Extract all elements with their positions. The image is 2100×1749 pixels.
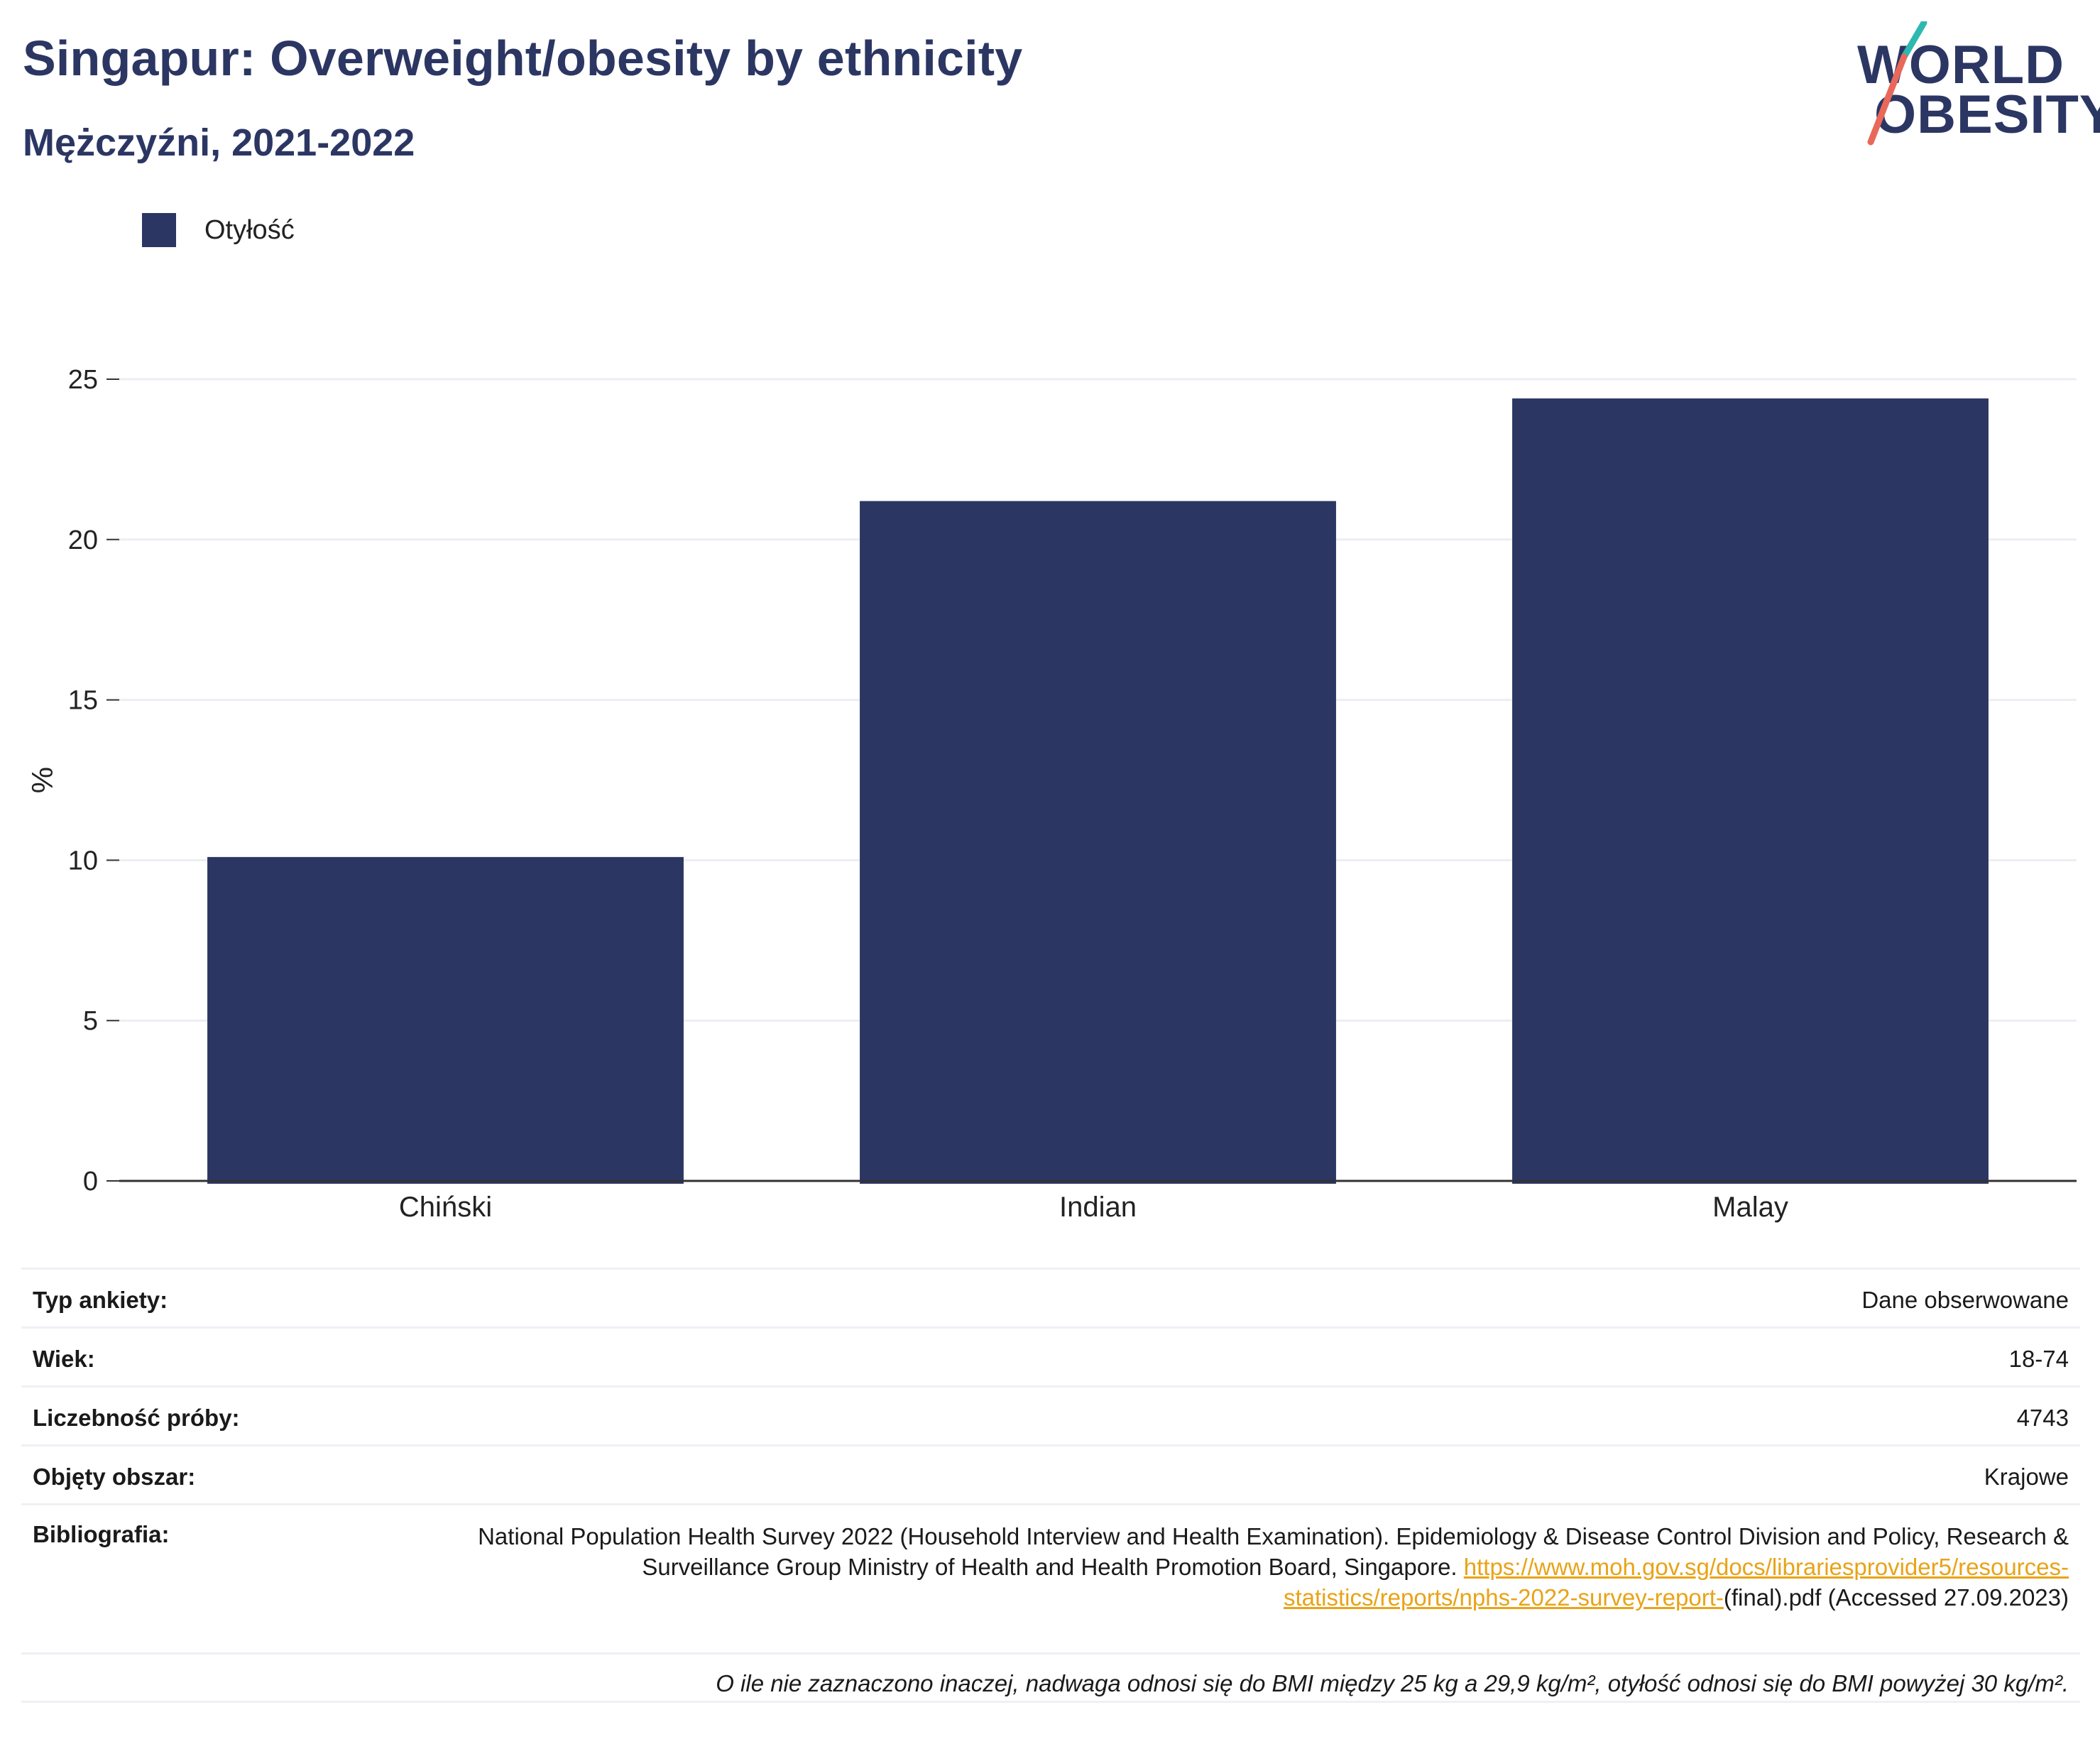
bar-malay[interactable] bbox=[1512, 398, 1989, 1184]
chart-title: Singapur: Overweight/obesity by ethnicit… bbox=[23, 31, 1023, 86]
bibliography-value: National Population Health Survey 2022 (… bbox=[436, 1521, 2069, 1613]
survey-type-label: Typ ankiety: bbox=[33, 1287, 168, 1313]
y-axis-title: % bbox=[26, 767, 59, 793]
bibliography-link[interactable]: https://www.moh.gov.sg/docs/librariespro… bbox=[1283, 1554, 2069, 1611]
logo-word-obesity: OBESITY bbox=[1874, 85, 2100, 145]
legend-label: Otyłość bbox=[204, 214, 295, 245]
age-label: Wiek: bbox=[33, 1346, 95, 1372]
y-tick-label: 25 bbox=[68, 365, 98, 395]
x-tick-label: Chiński bbox=[399, 1192, 492, 1223]
age-value: 18-74 bbox=[2008, 1346, 2069, 1372]
area-label: Objęty obszar: bbox=[33, 1464, 196, 1490]
info-row-age: Wiek: 18-74 bbox=[21, 1329, 2080, 1388]
bar-indian[interactable] bbox=[860, 501, 1336, 1184]
info-row-area: Objęty obszar: Krajowe bbox=[21, 1446, 2080, 1505]
legend[interactable]: Otyłość bbox=[142, 213, 295, 247]
bar-chiński[interactable] bbox=[207, 856, 684, 1184]
info-row-note: O ile nie zaznaczono inaczej, nadwaga od… bbox=[21, 1655, 2080, 1703]
info-row-bibliography: Bibliografia: National Population Health… bbox=[21, 1505, 2080, 1655]
sample-size-value: 4743 bbox=[2016, 1405, 2069, 1431]
y-tick-label: 20 bbox=[68, 525, 98, 555]
chart-subtitle: Mężczyźni, 2021-2022 bbox=[23, 121, 415, 164]
bar-chart: 0 5 10 15 20 25% Chiński Indian Malay bbox=[26, 365, 2077, 1223]
area-value: Krajowe bbox=[1984, 1464, 2069, 1490]
y-tick-label: 15 bbox=[68, 686, 98, 716]
info-row-sample-size: Liczebność próby: 4743 bbox=[21, 1388, 2080, 1446]
y-tick-label: 0 bbox=[83, 1167, 98, 1197]
y-tick-label: 10 bbox=[68, 846, 98, 876]
x-tick-label: Indian bbox=[1059, 1192, 1137, 1223]
world-obesity-logo: WORLD OBESITY bbox=[1846, 21, 2100, 149]
bibliography-label: Bibliografia: bbox=[33, 1521, 170, 1547]
bmi-definition-note: O ile nie zaznaczono inaczej, nadwaga od… bbox=[716, 1670, 2069, 1696]
survey-type-value: Dane obserwowane bbox=[1861, 1287, 2069, 1313]
bibliography-text: National Population Health Survey 2022 (… bbox=[478, 1523, 2069, 1580]
sample-size-label: Liczebność próby: bbox=[33, 1405, 240, 1431]
legend-swatch bbox=[142, 213, 176, 247]
logo-slash-icon bbox=[1867, 21, 1927, 146]
y-tick-label: 5 bbox=[83, 1006, 98, 1036]
info-table: Typ ankiety: Dane obserwowane Wiek: 18-7… bbox=[21, 1268, 2080, 1703]
x-tick-label: Malay bbox=[1712, 1192, 1788, 1223]
info-row-survey-type: Typ ankiety: Dane obserwowane bbox=[21, 1270, 2080, 1329]
bibliography-suffix: (final).pdf (Accessed 27.09.2023) bbox=[1723, 1584, 2069, 1611]
